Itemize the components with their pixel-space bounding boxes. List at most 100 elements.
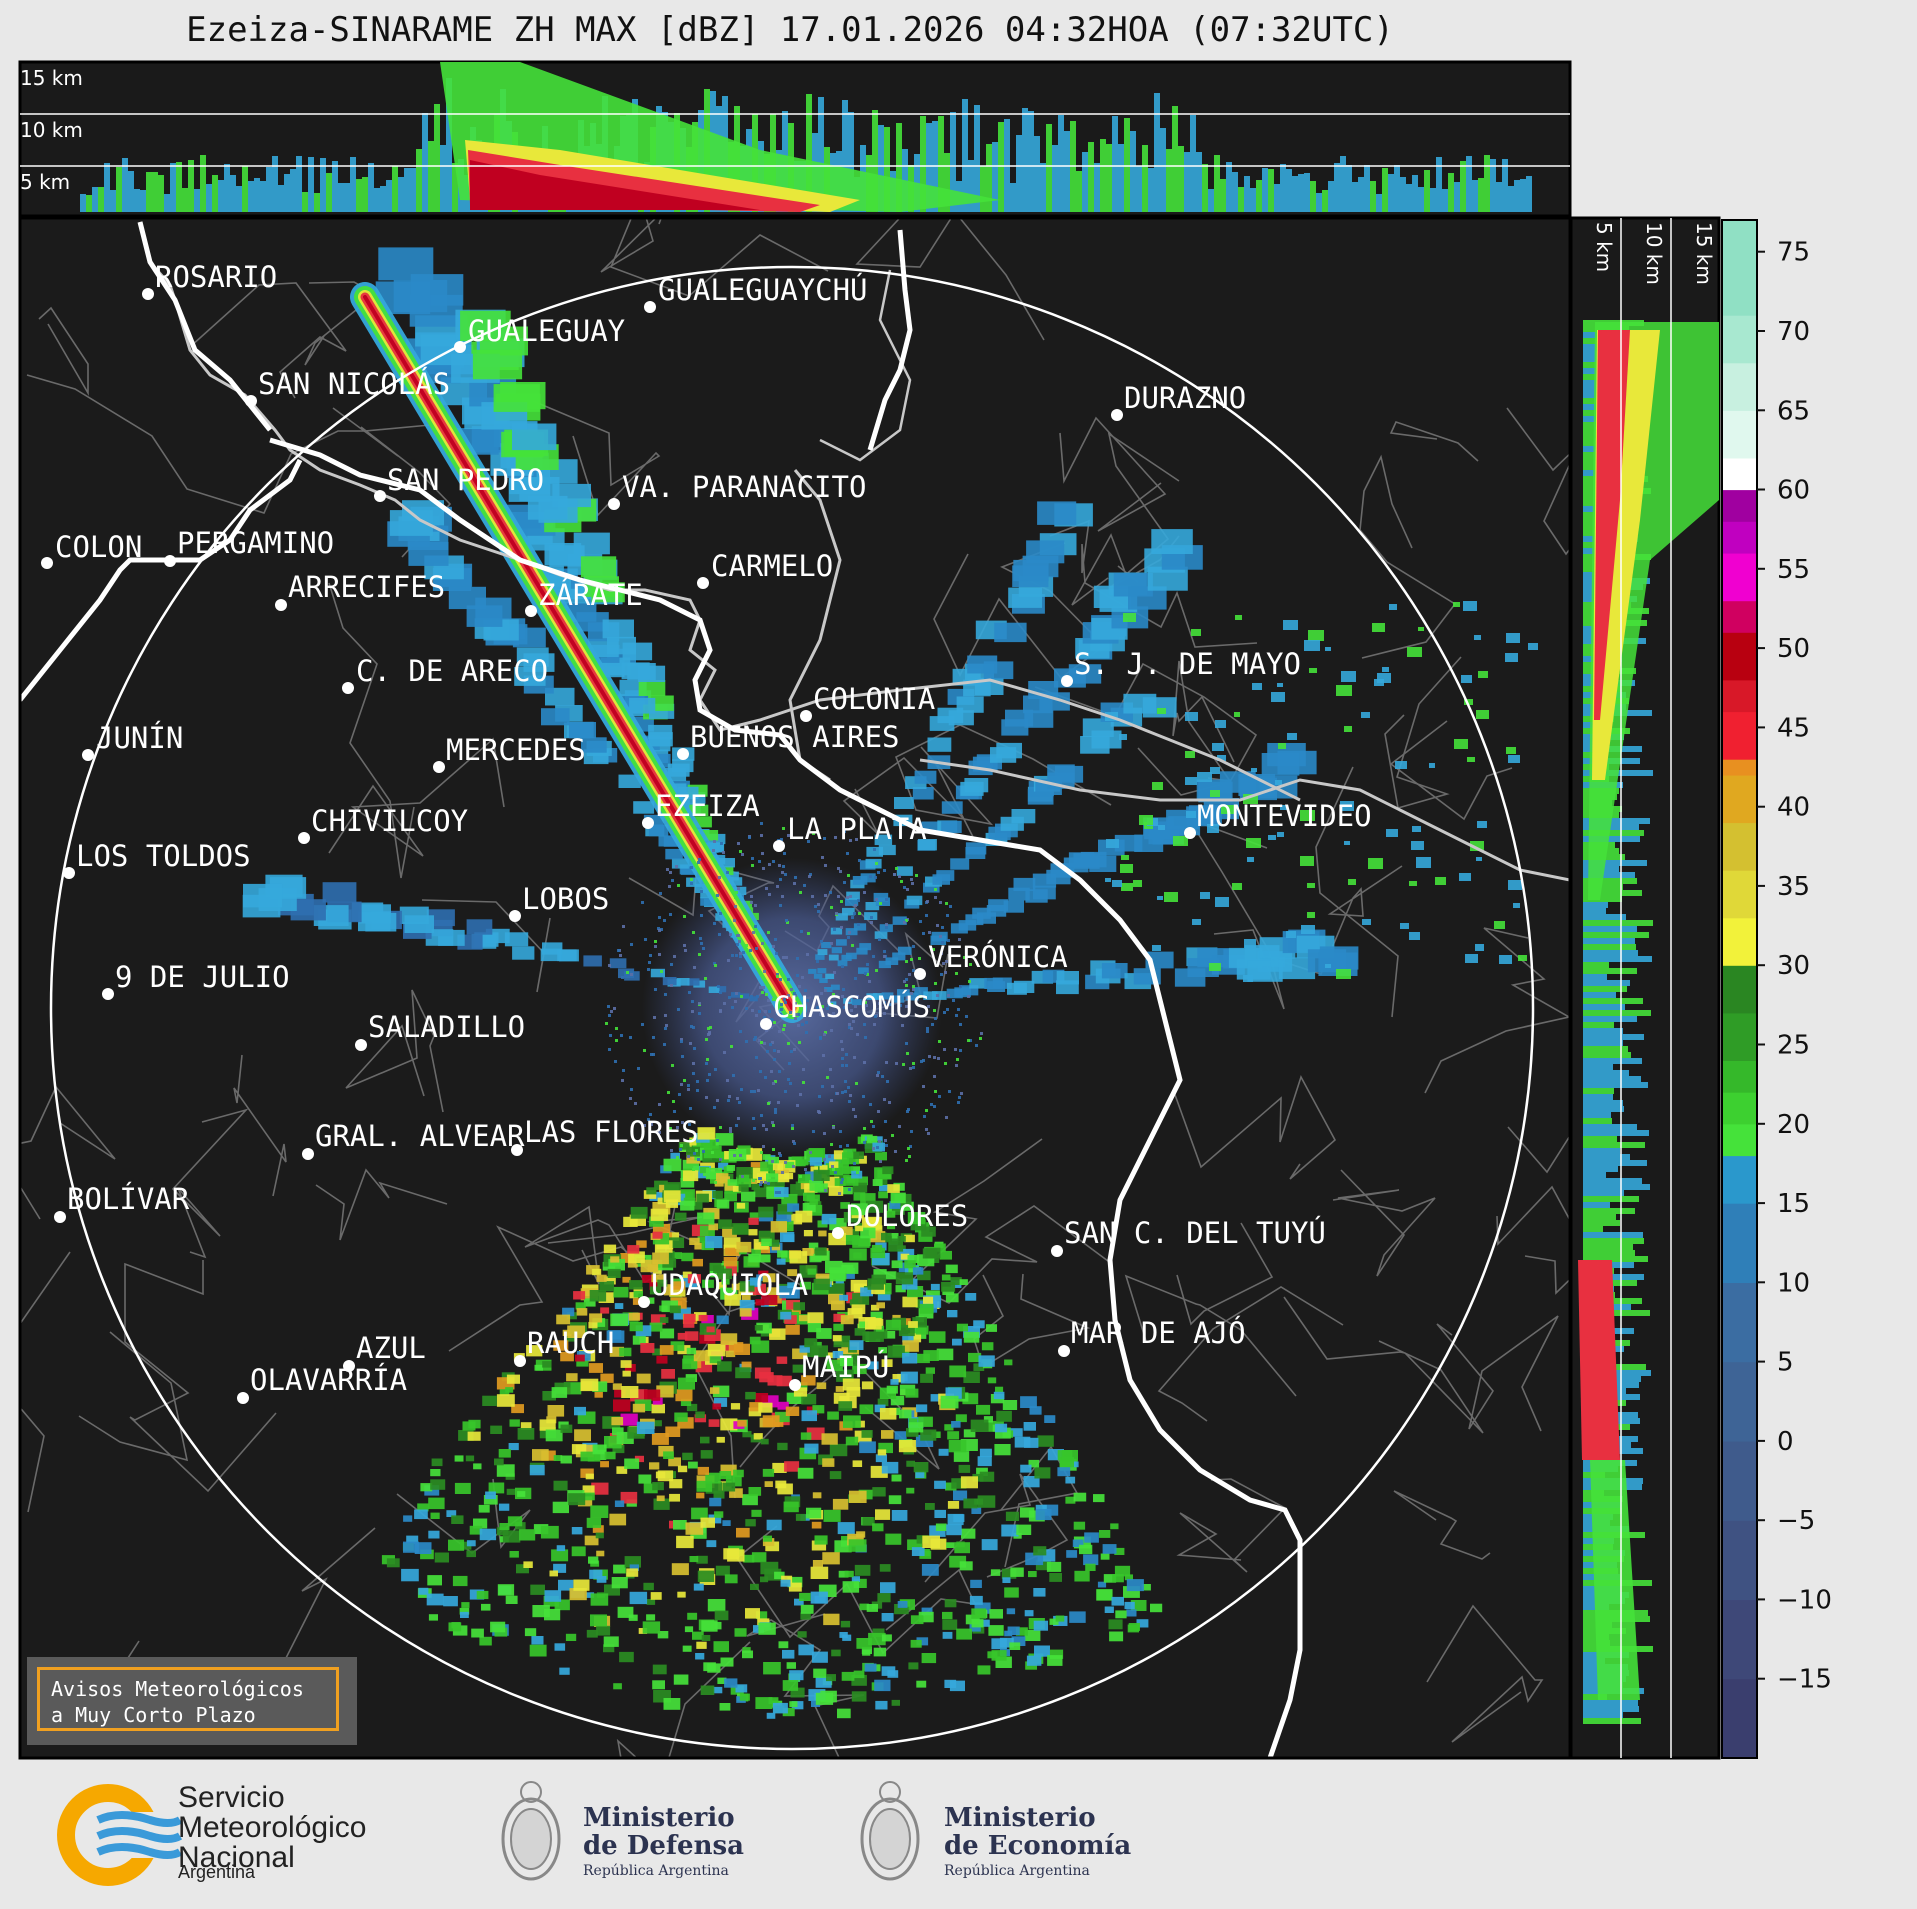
city-label: GUALEGUAYCHÚ — [658, 273, 868, 307]
smn-logo-icon — [57, 1784, 183, 1886]
city-dot — [677, 748, 689, 760]
colorbar-tick-label: 20 — [1777, 1110, 1810, 1140]
colorbar-tick-label: 45 — [1777, 713, 1810, 743]
top-cross-section-panel: 15 km 10 km 5 km — [18, 60, 1572, 218]
city-dot — [237, 1392, 249, 1404]
defensa-line-1: Ministerio — [583, 1803, 735, 1833]
city-dot — [832, 1227, 844, 1239]
colorbar-tick-label: 60 — [1777, 476, 1810, 506]
city-label: DURAZNO — [1124, 381, 1246, 415]
city-label: SAN PEDRO — [387, 463, 544, 497]
city-dot — [644, 301, 656, 313]
city-label: SAN NICOLÁS — [258, 367, 450, 401]
city-dot — [433, 761, 445, 773]
city-dot — [638, 1296, 650, 1308]
city-label: ARRECIFES — [288, 570, 445, 604]
city-dot — [608, 498, 620, 510]
city-dot — [245, 395, 257, 407]
economia-coat-of-arms-icon — [860, 1781, 920, 1881]
city-label: LAS FLORES — [524, 1115, 699, 1149]
city-dot — [642, 817, 654, 829]
city-label: LOBOS — [522, 882, 609, 916]
city-label: CHIVILCOY — [311, 804, 468, 838]
city-dot — [509, 910, 521, 922]
footer-logos — [0, 1762, 1917, 1909]
city-label: LA PLATA — [787, 812, 927, 846]
city-label: 9 DE JULIO — [115, 960, 290, 994]
city-label: RAUCH — [527, 1326, 614, 1360]
colorbar-tick-label: −10 — [1777, 1585, 1832, 1615]
city-dot — [374, 490, 386, 502]
city-dot — [342, 682, 354, 694]
defensa-coat-of-arms-icon — [501, 1781, 561, 1881]
city-label: PERGAMINO — [177, 526, 334, 560]
city-dot — [789, 1379, 801, 1391]
city-dot — [82, 749, 94, 761]
city-label: MONTEVIDEO — [1197, 799, 1372, 833]
side-height-label-10: 10 km — [1642, 222, 1666, 285]
city-label: MAR DE AJÓ — [1071, 1316, 1246, 1350]
city-dot — [760, 1018, 772, 1030]
colorbar-tick-label: 5 — [1777, 1348, 1794, 1378]
colorbar-tick-label: −15 — [1777, 1665, 1832, 1695]
city-label: SAN C. DEL TUYÚ — [1064, 1216, 1326, 1250]
city-label: ZÁRATE — [538, 578, 643, 612]
city-dot — [355, 1039, 367, 1051]
smn-line-3: Nacional — [178, 1841, 295, 1874]
top-height-label-5: 5 km — [20, 170, 70, 194]
city-dot — [1051, 1245, 1063, 1257]
city-dot — [697, 577, 709, 589]
warnings-line-1: Avisos Meteorológicos — [51, 1677, 304, 1701]
defensa-line-2: de Defensa — [583, 1831, 744, 1861]
city-dot — [63, 867, 75, 879]
city-dot — [454, 341, 466, 353]
city-label: AZUL — [356, 1331, 426, 1365]
colorbar-tick-label: 35 — [1777, 872, 1810, 902]
warnings-line-2: a Muy Corto Plazo — [51, 1703, 256, 1727]
side-height-label-15: 15 km — [1692, 222, 1716, 285]
city-label: GRAL. ALVEAR — [315, 1119, 525, 1153]
smn-logo-text: Servicio Meteorológico Nacional — [178, 1783, 366, 1873]
city-dot — [914, 968, 926, 980]
city-markers: ROSARIO GUALEGUAYCHÚ GUALEGUAY SAN NICOLÁS D… — [41, 260, 1372, 1404]
smn-logo-sub: Argentina — [178, 1862, 256, 1882]
city-label: DOLORES — [846, 1199, 968, 1233]
city-dot — [54, 1211, 66, 1223]
city-dot — [514, 1355, 526, 1367]
side-height-label-5: 5 km — [1592, 222, 1616, 272]
city-label: BOLÍVAR — [67, 1182, 190, 1216]
city-label: JUNÍN — [96, 721, 183, 755]
city-dot — [525, 605, 537, 617]
city-label: S. J. DE MAYO — [1074, 647, 1301, 681]
economia-line-1: Ministerio — [944, 1803, 1096, 1833]
city-label: GUALEGUAY — [468, 314, 625, 348]
city-label: ROSARIO — [155, 260, 277, 294]
city-label: OLAVARRÍA — [250, 1363, 407, 1397]
city-dot — [343, 1360, 355, 1372]
city-label: SALADILLO — [368, 1010, 525, 1044]
radar-range-ring — [49, 265, 1535, 1751]
economia-sub: República Argentina — [944, 1863, 1090, 1879]
city-label: EZEIZA — [655, 789, 760, 823]
city-dot — [302, 1148, 314, 1160]
city-label: C. DE ARECO — [356, 654, 548, 688]
colorbar-tick-label: 30 — [1777, 951, 1810, 981]
colorbar-tick-label: 55 — [1777, 555, 1810, 585]
colorbar-tick-label: 15 — [1777, 1189, 1810, 1219]
colorbar-tick-label: 0 — [1777, 1427, 1794, 1457]
city-dot — [800, 710, 812, 722]
radar-map-panel: ROSARIO GUALEGUAYCHÚ GUALEGUAY SAN NICOLÁS D… — [18, 216, 1572, 1760]
colorbar-tick-label: −5 — [1777, 1506, 1815, 1536]
city-label: COLONIA — [813, 682, 935, 716]
city-dot — [275, 599, 287, 611]
colorbar-tick-label: 40 — [1777, 793, 1810, 823]
city-label: CARMELO — [711, 549, 833, 583]
warnings-button[interactable]: Avisos Meteorológicos a Muy Corto Plazo — [27, 1657, 357, 1745]
city-label: MAIPÚ — [802, 1350, 889, 1384]
defensa-logo-text: Ministerio de Defensa República Argentin… — [583, 1804, 744, 1882]
smn-line-2: Meteorológico — [178, 1811, 367, 1844]
side-cross-section-panel: 5 km 10 km 15 km — [1569, 216, 1721, 1760]
city-label: UDAQUIOLA — [651, 1268, 808, 1302]
top-height-label-15: 15 km — [20, 66, 83, 90]
